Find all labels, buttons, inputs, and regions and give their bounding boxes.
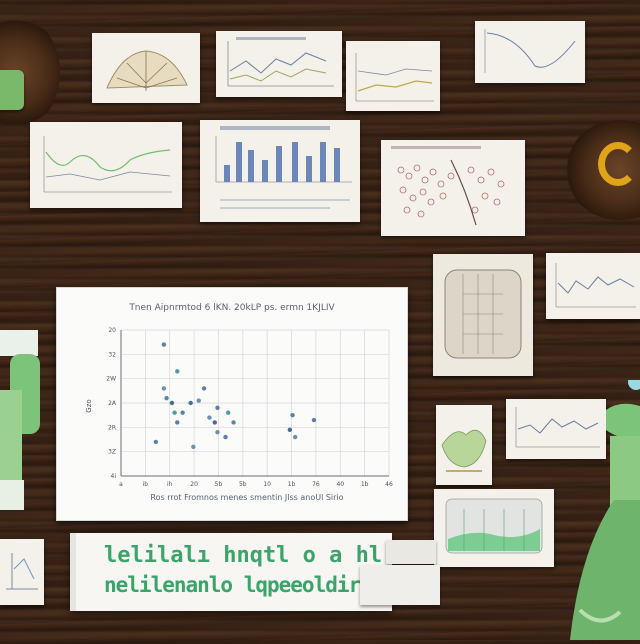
x-tick-label: ih xyxy=(167,481,173,488)
y-tick-label: 3Z xyxy=(108,449,116,456)
scatter-point xyxy=(191,444,196,449)
scatter-point xyxy=(231,420,236,425)
y-tick-label: 4i xyxy=(111,473,117,480)
scatter-point xyxy=(169,400,175,406)
scatter-point xyxy=(215,430,220,435)
banner-tab-lower xyxy=(360,565,440,605)
scatter-point xyxy=(161,386,167,391)
ring-icon xyxy=(598,142,638,186)
card-line-chart-small xyxy=(506,399,606,459)
card-bar-chart xyxy=(200,120,360,222)
scatter-point xyxy=(172,410,177,415)
chart-title: Tnen Aipnrmtod 6 lKN. 20kLP ps. ermn 1KJ… xyxy=(128,303,335,313)
chart-grid xyxy=(120,329,390,477)
scatter-point xyxy=(207,415,212,420)
scatter-point xyxy=(287,427,293,432)
scatter-point xyxy=(153,439,159,445)
x-tick-label: 76 xyxy=(312,481,320,488)
card-chart-top-middle xyxy=(346,41,440,111)
green-cup-icon xyxy=(0,70,24,110)
scatter-point xyxy=(175,369,180,374)
card-sketch-right xyxy=(433,254,533,376)
banner-card: lelilalı hnqtl o a hl leo nelilenanlo lq… xyxy=(70,533,392,611)
card-pattern-chart xyxy=(381,140,525,236)
card-line-chart-left xyxy=(30,122,182,208)
scatter-point xyxy=(311,417,317,423)
figurine-right xyxy=(560,374,640,640)
banner-tab xyxy=(386,540,436,564)
scatter-point xyxy=(196,398,201,403)
x-tick-label: 20 xyxy=(190,481,198,488)
scatter-point xyxy=(201,386,207,391)
scatter-point xyxy=(290,412,295,418)
card-green-sketch xyxy=(436,405,492,485)
card-tree-sketch xyxy=(92,33,200,103)
y-tick-label: 20 xyxy=(108,327,116,334)
scatter-chart: Tnen Aipnrmtod 6 lKN. 20kLP ps. ermn 1KJ… xyxy=(85,303,393,502)
scatter-point xyxy=(164,395,169,401)
x-tick-label: ib xyxy=(143,481,149,488)
chart-ticks: a ib ih 20 5b 5b 10 1b 76 40 1b 46 4i 3Z 2R 2A 2W 32 20 xyxy=(106,327,393,488)
x-tick-label: 10 xyxy=(263,481,271,488)
y-tick-label: 2W xyxy=(106,376,116,383)
chart-ylabel: Gzo xyxy=(85,399,93,412)
y-tick-label: 2R xyxy=(108,424,116,431)
scatter-point xyxy=(226,410,231,415)
card-curve-top-right xyxy=(475,21,585,83)
chart-points xyxy=(153,342,317,449)
scatter-point xyxy=(223,434,228,440)
card-bottom-left xyxy=(0,539,44,605)
scatter-point xyxy=(215,405,220,411)
scatter-point xyxy=(175,420,180,425)
banner-line-1: lelilalı hnqtl o a hl leo xyxy=(104,543,382,568)
x-tick-label: 46 xyxy=(385,481,393,488)
banner-line-2: nelilenanlo lqpeeoldir ) / xyxy=(104,573,382,597)
x-tick-label: a xyxy=(119,481,123,488)
scatter-point xyxy=(161,342,167,347)
card-line-chart-right xyxy=(546,253,640,319)
x-tick-label: 5b xyxy=(239,481,247,488)
x-tick-label: 5b xyxy=(215,481,223,488)
card-green-chart-bottom xyxy=(434,489,554,567)
scatter-chart-card: Tnen Aipnrmtod 6 lKN. 20kLP ps. ermn 1KJ… xyxy=(56,287,408,521)
scatter-point xyxy=(180,410,185,415)
x-tick-label: 1b xyxy=(361,481,369,488)
scatter-point xyxy=(188,400,193,406)
y-tick-label: 2A xyxy=(108,400,117,407)
y-tick-label: 32 xyxy=(108,351,116,358)
card-line-chart-top xyxy=(216,31,342,97)
scatter-point xyxy=(293,434,298,440)
x-tick-label: 1b xyxy=(288,481,296,488)
x-tick-label: 40 xyxy=(336,481,344,488)
scatter-point xyxy=(212,420,217,425)
figurine-left xyxy=(0,330,48,520)
chart-xlabel: Ros rrot Fromnos menes smentin Jlss anoU… xyxy=(150,493,343,502)
